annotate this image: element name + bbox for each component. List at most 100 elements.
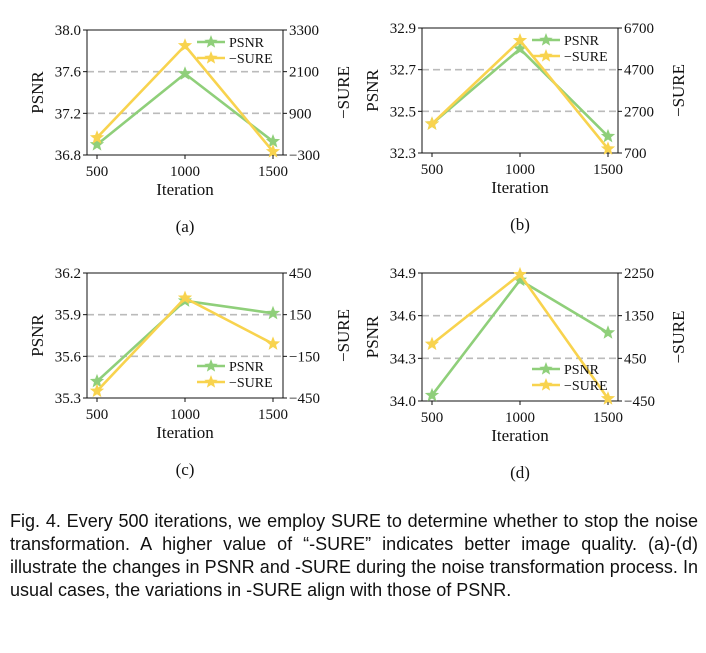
data-point-psnr: [265, 305, 281, 320]
y2-tick-label: −150: [289, 349, 320, 365]
data-point-sure: [265, 336, 281, 350]
figure-panels: 36.8 37.2 37.6 38.0 −300 900 2100 3300 500 1000 15…: [28, 21, 688, 482]
y-tick-label: 35.3: [55, 391, 81, 407]
x-axis-title: Iteration: [156, 180, 214, 199]
y2-tick-label: 2100: [289, 65, 319, 81]
chart-panel-c: 35.3 35.6 35.9 36.2 −450 −150 150 450 500 1000 150…: [28, 266, 353, 479]
y-tick-label: 32.9: [390, 21, 416, 37]
data-point-sure: [512, 33, 528, 47]
chart-panel-b: 32.3 32.5 32.7 32.9 700 2700 4700 6700 500 1000 15…: [363, 21, 688, 234]
y2-axis-title: −SURE: [669, 64, 688, 117]
legend-label: −SURE: [564, 379, 608, 394]
x-axis-title: Iteration: [156, 423, 214, 442]
data-point-psnr: [265, 133, 281, 148]
y2-tick-label: 1350: [624, 309, 654, 325]
data-point-psnr: [600, 325, 616, 339]
legend-label: PSNR: [564, 363, 600, 378]
y-tick-label: 32.7: [390, 63, 417, 79]
x-tick-label: 1000: [505, 410, 535, 426]
data-point-sure: [177, 290, 193, 305]
x-tick-label: 500: [421, 162, 444, 178]
y-axis-title: PSNR: [363, 315, 382, 358]
y-tick-label: 37.6: [55, 65, 82, 81]
y-tick-label: 34.6: [390, 309, 417, 325]
x-tick-label: 1000: [170, 164, 200, 180]
y-tick-label: 35.9: [55, 308, 81, 324]
x-tick-label: 1000: [505, 162, 535, 178]
data-point-psnr: [512, 41, 528, 55]
legend-marker: [539, 49, 553, 62]
data-point-sure: [424, 336, 440, 351]
x-tick-label: 500: [86, 164, 109, 180]
y2-tick-label: 900: [289, 106, 312, 122]
legend-marker: [204, 375, 218, 388]
y2-tick-label: 3300: [289, 23, 319, 39]
y-tick-label: 38.0: [55, 23, 81, 39]
y-tick-label: 34.3: [390, 351, 416, 367]
legend-label: −SURE: [229, 376, 273, 391]
x-tick-label: 1000: [170, 407, 200, 423]
data-point-sure: [89, 383, 105, 398]
legend-marker: [539, 33, 553, 46]
y-tick-label: 32.5: [390, 104, 416, 120]
data-point-psnr: [89, 137, 105, 151]
y-tick-label: 36.2: [55, 266, 81, 282]
panel-label: (d): [510, 463, 530, 482]
x-tick-label: 1500: [593, 162, 623, 178]
data-point-psnr: [424, 387, 440, 402]
data-point-sure: [600, 141, 616, 155]
y2-tick-label: 2700: [624, 104, 654, 120]
x-axis-title: Iteration: [491, 178, 549, 197]
legend-label: PSNR: [229, 36, 265, 51]
legend-label: −SURE: [229, 52, 273, 67]
y-tick-label: 35.6: [55, 349, 82, 365]
y2-tick-label: −300: [289, 148, 320, 164]
data-point-sure: [512, 266, 528, 281]
y-axis-title: PSNR: [28, 314, 47, 357]
x-tick-label: 500: [421, 410, 444, 426]
y-axis-title: PSNR: [28, 71, 47, 114]
y-tick-label: 32.3: [390, 146, 416, 162]
data-point-psnr: [600, 128, 616, 143]
y2-tick-label: 150: [289, 308, 312, 324]
legend-marker: [539, 378, 553, 391]
figure-caption: Fig. 4. Every 500 iterations, we employ …: [10, 511, 698, 600]
chart-panel-a: 36.8 37.2 37.6 38.0 −300 900 2100 3300 500 1000 15…: [28, 23, 353, 236]
y2-axis-title: −SURE: [669, 310, 688, 363]
y2-tick-label: 700: [624, 146, 647, 162]
data-point-psnr: [512, 272, 528, 287]
y2-axis-title: −SURE: [334, 66, 353, 119]
legend-marker: [204, 359, 218, 372]
y2-tick-label: −450: [289, 391, 320, 407]
legend-marker: [539, 362, 553, 375]
data-point-sure: [265, 144, 281, 158]
legend-label: PSNR: [564, 34, 600, 49]
y2-axis-title: −SURE: [334, 309, 353, 362]
y-tick-label: 37.2: [55, 106, 81, 122]
panel-label: (c): [176, 460, 195, 479]
x-tick-label: 1500: [258, 407, 288, 423]
y2-tick-label: 2250: [624, 266, 654, 282]
panel-label: (a): [176, 217, 195, 236]
data-point-sure: [424, 116, 440, 130]
y2-tick-label: −450: [624, 394, 655, 410]
y-tick-label: 34.9: [390, 266, 416, 282]
legend-label: −SURE: [564, 50, 608, 65]
data-point-psnr: [177, 66, 193, 80]
legend-marker: [204, 35, 218, 48]
y-tick-label: 34.0: [390, 394, 416, 410]
data-point-sure: [89, 130, 105, 144]
legend-marker: [204, 51, 218, 64]
y2-tick-label: 450: [624, 351, 647, 367]
x-tick-label: 1500: [593, 410, 623, 426]
x-tick-label: 1500: [258, 164, 288, 180]
y-axis-title: PSNR: [363, 69, 382, 112]
y2-tick-label: 4700: [624, 63, 654, 79]
data-point-psnr: [89, 373, 105, 388]
legend-label: PSNR: [229, 360, 265, 375]
x-axis-title: Iteration: [491, 426, 549, 445]
data-point-sure: [177, 38, 193, 52]
y-tick-label: 36.8: [55, 148, 81, 164]
x-tick-label: 500: [86, 407, 109, 423]
y2-tick-label: 450: [289, 266, 312, 282]
